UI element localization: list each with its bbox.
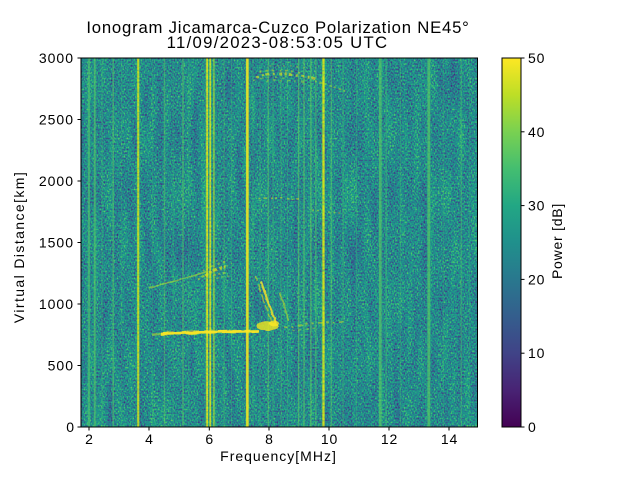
svg-text:10: 10: [321, 431, 338, 447]
svg-text:Ionogram Jicamarca-Cuzco Polar: Ionogram Jicamarca-Cuzco Polarization NE…: [86, 18, 469, 37]
svg-text:2: 2: [85, 431, 93, 447]
svg-text:4: 4: [145, 431, 153, 447]
svg-text:3000: 3000: [39, 50, 74, 66]
svg-text:2000: 2000: [39, 173, 74, 189]
svg-text:2500: 2500: [39, 112, 74, 128]
svg-text:50: 50: [528, 50, 545, 66]
svg-text:0: 0: [66, 419, 74, 435]
svg-text:14: 14: [441, 431, 458, 447]
svg-text:1000: 1000: [39, 296, 74, 312]
svg-text:Virtual Distance[km]: Virtual Distance[km]: [11, 171, 27, 323]
svg-text:0: 0: [528, 419, 536, 435]
svg-text:20: 20: [528, 271, 545, 287]
svg-text:500: 500: [48, 358, 74, 374]
svg-text:Power [dB]: Power [dB]: [549, 203, 565, 279]
svg-text:6: 6: [205, 431, 213, 447]
svg-text:10: 10: [528, 345, 545, 361]
svg-text:1500: 1500: [39, 235, 74, 251]
svg-text:40: 40: [528, 124, 545, 140]
svg-text:12: 12: [381, 431, 398, 447]
svg-text:30: 30: [528, 198, 545, 214]
svg-text:11/09/2023-08:53:05 UTC: 11/09/2023-08:53:05 UTC: [167, 33, 389, 52]
svg-text:8: 8: [265, 431, 273, 447]
svg-text:Frequency[MHz]: Frequency[MHz]: [220, 448, 337, 464]
